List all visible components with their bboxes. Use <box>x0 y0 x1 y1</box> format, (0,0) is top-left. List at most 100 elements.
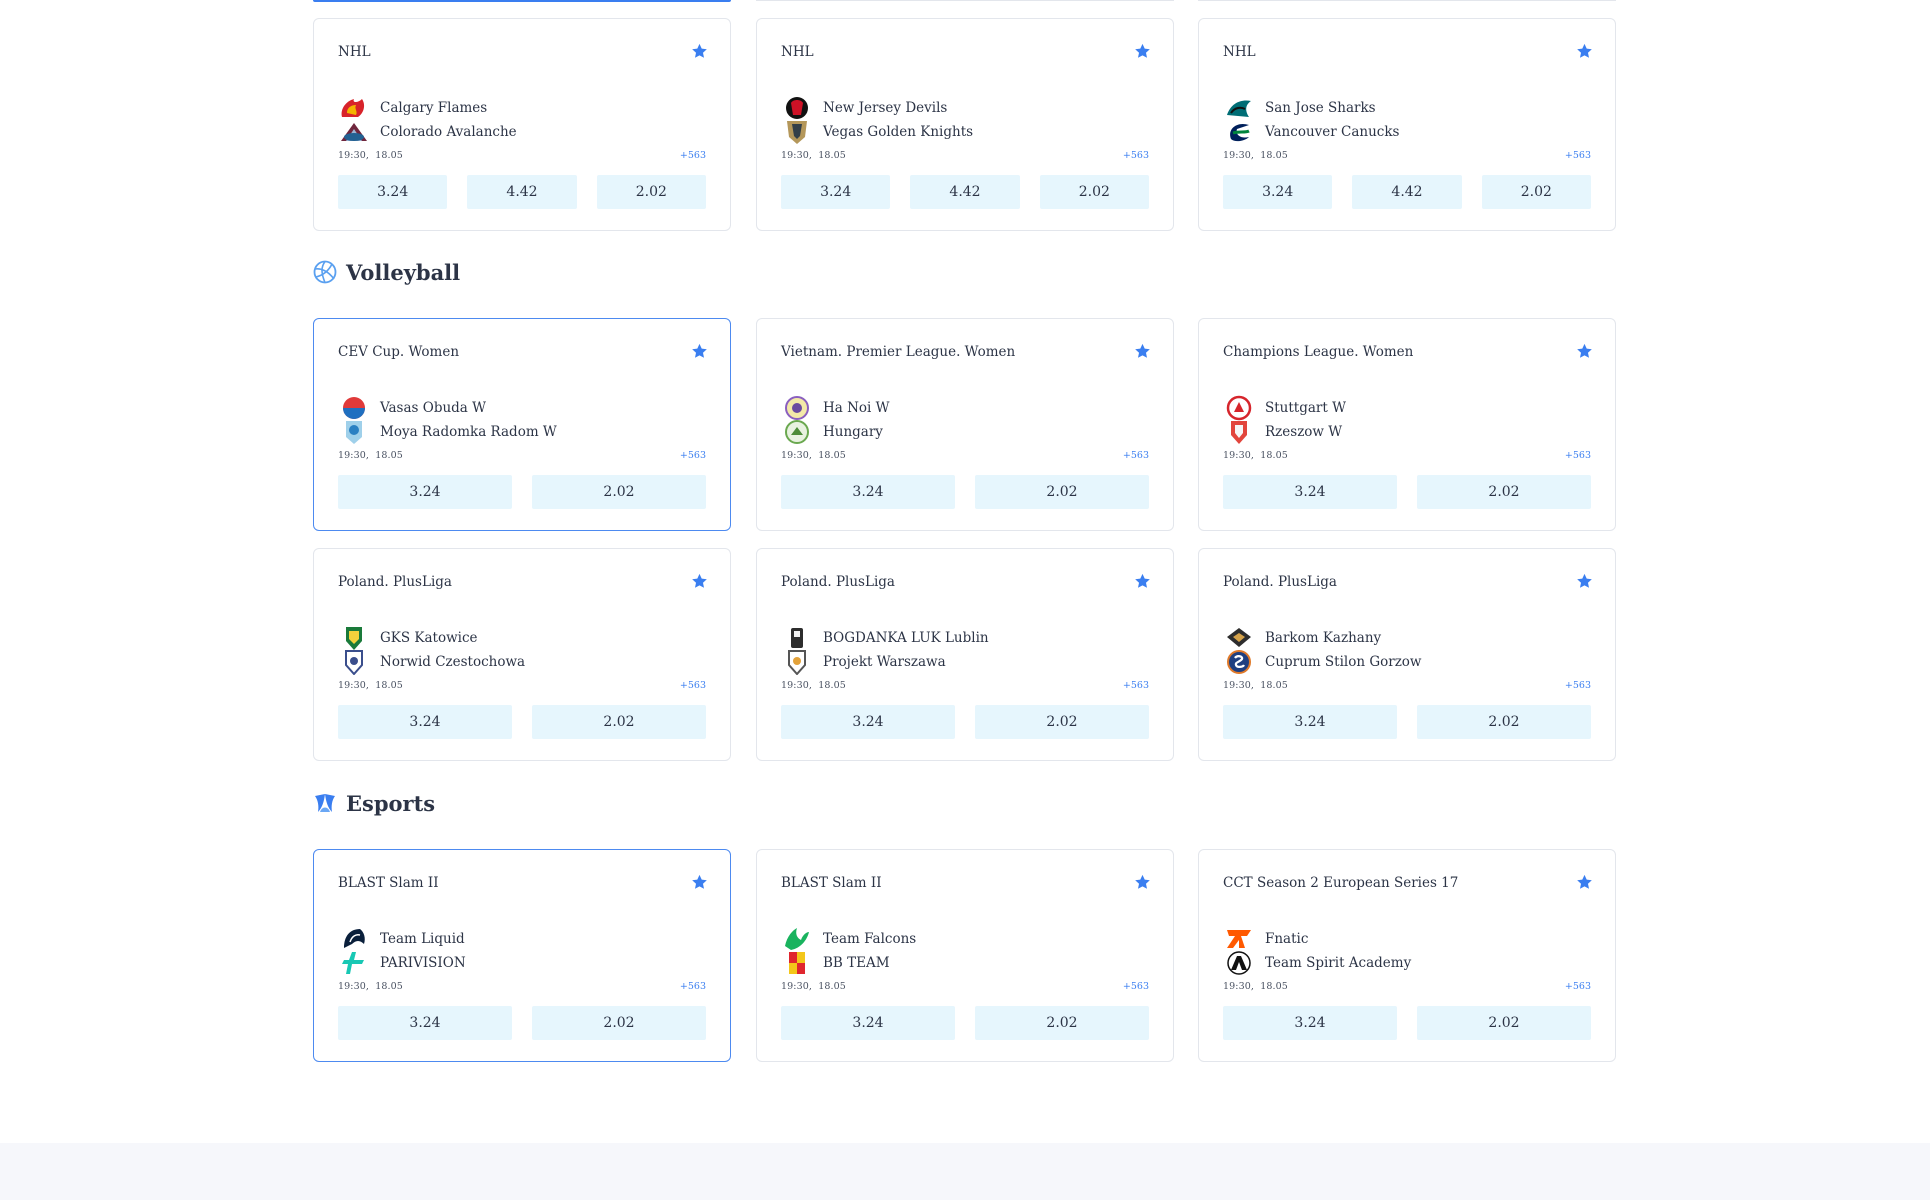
odds-row: 3.24 4.42 2.02 <box>338 175 706 209</box>
odd-button-2[interactable]: 2.02 <box>1417 1006 1591 1040</box>
odd-button-1[interactable]: 3.24 <box>781 705 955 739</box>
odd-button-1[interactable]: 3.24 <box>338 705 512 739</box>
team-row: PARIVISION <box>338 952 466 974</box>
league-name: Poland. PlusLiga <box>1223 574 1337 590</box>
match-card[interactable]: Poland. PlusLiga GKS Katowice Norwid Cze… <box>313 548 731 761</box>
match-card[interactable]: BLAST Slam II Team Falcons BB TEAM 19:30… <box>756 849 1174 1062</box>
odd-button-2[interactable]: 2.02 <box>1417 705 1591 739</box>
odd-button-x[interactable]: 4.42 <box>1352 175 1462 209</box>
more-markets-link[interactable]: +563 <box>1122 981 1149 992</box>
barkom-kazhany-logo-icon <box>1227 628 1251 647</box>
league-name: BLAST Slam II <box>781 875 882 891</box>
odd-button-x[interactable]: 4.42 <box>910 175 1020 209</box>
odd-button-1[interactable]: 3.24 <box>1223 1006 1397 1040</box>
odds-row: 3.24 2.02 <box>1223 1006 1591 1040</box>
team-name: Vancouver Canucks <box>1265 124 1400 140</box>
favorite-star-icon[interactable] <box>1576 573 1593 590</box>
favorite-star-icon[interactable] <box>691 43 708 60</box>
team-row: Team Falcons <box>781 928 916 950</box>
odd-button-1[interactable]: 3.24 <box>338 175 448 209</box>
odd-button-2[interactable]: 2.02 <box>532 475 706 509</box>
odd-button-2[interactable]: 2.02 <box>975 1006 1149 1040</box>
team-name: Team Spirit Academy <box>1265 955 1412 971</box>
odd-button-2[interactable]: 2.02 <box>532 1006 706 1040</box>
odd-button-1[interactable]: 3.24 <box>781 475 955 509</box>
odd-button-1[interactable]: 3.24 <box>338 475 512 509</box>
odd-button-2[interactable]: 2.02 <box>975 475 1149 509</box>
favorite-star-icon[interactable] <box>1134 43 1151 60</box>
match-card[interactable]: NHL Calgary Flames Colorado Avalanche 19… <box>313 18 731 231</box>
match-card[interactable]: Poland. PlusLiga BOGDANKA LUK Lublin Pro… <box>756 548 1174 761</box>
match-card[interactable]: BLAST Slam II Team Liquid PARIVISION 19:… <box>313 849 731 1062</box>
more-markets-link[interactable]: +563 <box>1122 150 1149 161</box>
odd-button-1[interactable]: 3.24 <box>781 1006 955 1040</box>
league-name: Poland. PlusLiga <box>781 574 895 590</box>
match-card[interactable]: NHL New Jersey Devils Vegas Golden Knigh… <box>756 18 1174 231</box>
team-falcons-logo-icon <box>785 928 809 950</box>
favorite-star-icon[interactable] <box>1576 43 1593 60</box>
team-row: Vancouver Canucks <box>1223 121 1399 143</box>
match-card[interactable]: Poland. PlusLiga Barkom Kazhany Cuprum S… <box>1198 548 1616 761</box>
favorite-star-icon[interactable] <box>691 343 708 360</box>
favorite-star-icon[interactable] <box>691 573 708 590</box>
favorite-star-icon[interactable] <box>691 874 708 891</box>
league-name: Champions League. Women <box>1223 344 1414 360</box>
vasas-obuda-logo-icon <box>343 397 365 419</box>
match-card[interactable]: NHL San Jose Sharks Vancouver Canucks 19… <box>1198 18 1616 231</box>
odd-button-2[interactable]: 2.02 <box>532 705 706 739</box>
favorite-star-icon[interactable] <box>1134 874 1151 891</box>
more-markets-link[interactable]: +563 <box>679 981 706 992</box>
team-row: Rzeszow W <box>1223 421 1342 444</box>
team-row: Hungary <box>781 420 883 444</box>
more-markets-link[interactable]: +563 <box>1564 680 1591 691</box>
fnatic-logo-icon <box>1227 930 1251 948</box>
odd-button-1[interactable]: 3.24 <box>1223 705 1397 739</box>
match-card[interactable]: Vietnam. Premier League. Women Ha Noi W … <box>756 318 1174 531</box>
team-name: Team Liquid <box>380 931 465 947</box>
more-markets-link[interactable]: +563 <box>1564 150 1591 161</box>
more-markets-link[interactable]: +563 <box>679 450 706 461</box>
team-name: Team Falcons <box>823 931 917 947</box>
team-row: Vegas Golden Knights <box>781 121 973 144</box>
odds-row: 3.24 4.42 2.02 <box>781 175 1149 209</box>
team-name: Hungary <box>823 424 883 440</box>
more-markets-link[interactable]: +563 <box>679 150 706 161</box>
more-markets-link[interactable]: +563 <box>1564 450 1591 461</box>
odds-row: 3.24 2.02 <box>338 475 706 509</box>
match-card[interactable]: CCT Season 2 European Series 17 Fnatic T… <box>1198 849 1616 1062</box>
team-name: Projekt Warszawa <box>823 654 946 670</box>
odd-button-2[interactable]: 2.02 <box>1417 475 1591 509</box>
odd-button-2[interactable]: 2.02 <box>596 175 706 209</box>
odd-button-1[interactable]: 3.24 <box>1223 175 1333 209</box>
card-top-edge <box>756 0 1174 1</box>
favorite-star-icon[interactable] <box>1576 343 1593 360</box>
parivision-logo-icon <box>342 952 364 974</box>
odd-button-2[interactable]: 2.02 <box>975 705 1149 739</box>
team-row: Ha Noi W <box>781 396 890 420</box>
rzeszow-logo-icon <box>1231 421 1247 444</box>
match-card[interactable]: CEV Cup. Women Vasas Obuda W Moya Radomk… <box>313 318 731 531</box>
favorite-star-icon[interactable] <box>1134 573 1151 590</box>
match-card[interactable]: Champions League. Women Stuttgart W Rzes… <box>1198 318 1616 531</box>
team-row: Moya Radomka Radom W <box>338 421 557 444</box>
odd-button-2[interactable]: 2.02 <box>1039 175 1149 209</box>
more-markets-link[interactable]: +563 <box>1564 981 1591 992</box>
odd-button-1[interactable]: 3.24 <box>781 175 891 209</box>
more-markets-link[interactable]: +563 <box>679 680 706 691</box>
more-markets-link[interactable]: +563 <box>1122 680 1149 691</box>
odd-button-1[interactable]: 3.24 <box>338 1006 512 1040</box>
odd-button-x[interactable]: 4.42 <box>467 175 577 209</box>
section-header-volleyball: Volleyball <box>312 259 460 285</box>
team-name: New Jersey Devils <box>823 100 948 116</box>
vegas-golden-knights-logo-icon <box>787 121 807 144</box>
more-markets-link[interactable]: +563 <box>1122 450 1149 461</box>
odds-row: 3.24 4.42 2.02 <box>1223 175 1591 209</box>
odd-button-1[interactable]: 3.24 <box>1223 475 1397 509</box>
favorite-star-icon[interactable] <box>1134 343 1151 360</box>
favorite-star-icon[interactable] <box>1576 874 1593 891</box>
team-name: BB TEAM <box>823 955 890 971</box>
calgary-flames-logo-icon <box>341 99 365 117</box>
team-name: BOGDANKA LUK Lublin <box>823 630 989 646</box>
odd-button-2[interactable]: 2.02 <box>1481 175 1591 209</box>
team-name: Barkom Kazhany <box>1265 630 1382 646</box>
